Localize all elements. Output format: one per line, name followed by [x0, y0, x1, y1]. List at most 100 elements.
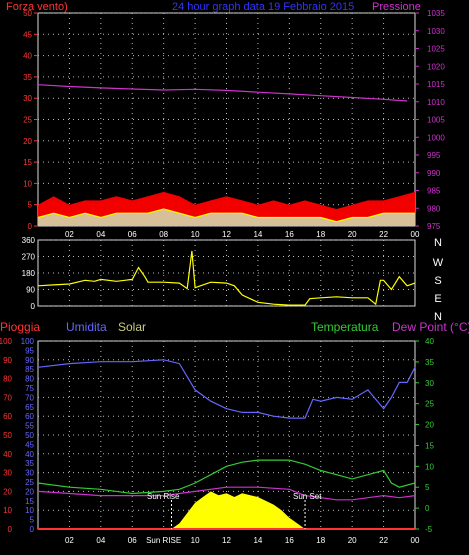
tick-label-wind: 15 [23, 158, 32, 167]
annotation-sun-set: Sun Set [293, 492, 322, 501]
tick-label-hour: 06 [128, 536, 137, 545]
panel3-x-axis: 02 04 06 Sun RISE 10 12 14 16 18 20 22 00 [65, 536, 420, 545]
tick-label-temperature: 40 [425, 337, 434, 346]
tick-label-hour: 02 [65, 230, 74, 239]
tick-label-humidity: 75 [25, 384, 34, 393]
tick-label-hour: 06 [128, 230, 137, 239]
series-dew-point [37, 486, 416, 501]
header-left: Forza vento) [6, 1, 68, 13]
series-wind-direction [37, 250, 416, 306]
panel2-grid [38, 239, 415, 307]
tick-label-humidity: 50 [25, 431, 34, 440]
tick-label-humidity: 40 [25, 450, 34, 459]
tick-label-humidity: 60 [25, 412, 34, 421]
tick-label-rain: 20 [3, 487, 12, 496]
panel1-x-axis: 02 04 06 08 10 12 14 16 18 20 22 00 [65, 230, 420, 239]
tick-label-wind: 45 [23, 30, 32, 39]
tick-label-hour: 16 [285, 536, 294, 545]
tick-label-pressure: 985 [427, 187, 441, 196]
panel1-left-axis: 0 5 10 15 20 25 30 35 40 45 50 [23, 9, 38, 231]
legend-solar: Solar [118, 320, 146, 334]
tick-label-hour: 18 [316, 230, 325, 239]
tick-label-humidity: 25 [25, 478, 34, 487]
tick-label-wind: 25 [23, 116, 32, 125]
tick-label-humidity: 0 [30, 525, 35, 534]
header-center: 24 hour graph data 19 Febbraio 2015 [172, 1, 354, 13]
tick-label-hour: 18 [316, 536, 325, 545]
panel3-temperature-axis: -5 0 5 10 15 20 25 30 35 40 [415, 337, 434, 534]
tick-label-hour: 14 [253, 536, 262, 545]
panel-rain-hum-temp: Pioggia Umidita Solar Temperatura Dew Po… [0, 320, 469, 545]
tick-label-direction: 360 [22, 236, 36, 245]
tick-label-wind: 20 [23, 137, 32, 146]
tick-label-hour: 00 [411, 536, 420, 545]
compass-label: E [434, 293, 441, 305]
tick-label-hour: 20 [348, 536, 357, 545]
tick-label-rain: 70 [3, 393, 12, 402]
tick-label-humidity: 65 [25, 403, 34, 412]
panel1-grid [38, 12, 415, 227]
tick-label-hour: 12 [222, 536, 231, 545]
tick-label-humidity: 90 [25, 356, 34, 365]
tick-label-humidity: 20 [25, 487, 34, 496]
tick-label-pressure: 1015 [427, 80, 445, 89]
tick-label-temperature: 30 [425, 379, 434, 388]
tick-label-temperature: 5 [425, 483, 430, 492]
tick-label-rain: 100 [0, 337, 13, 346]
tick-label-temperature: 10 [425, 462, 434, 471]
tick-label-hour: 04 [96, 230, 105, 239]
tick-label-pressure: 990 [427, 169, 441, 178]
tick-label-pressure: 1030 [427, 27, 445, 36]
panel3-humidity-axis: 0510152025303540455055606570758085909510… [21, 337, 35, 534]
legend-dew-point: Dew Point (°C) [392, 320, 469, 334]
tick-label-direction: 270 [22, 253, 36, 262]
tick-label-humidity: 80 [25, 375, 34, 384]
tick-label-rain: 0 [8, 525, 13, 534]
tick-label-rain: 80 [3, 375, 12, 384]
tick-label-humidity: 95 [25, 346, 34, 355]
tick-label-pressure: 995 [427, 151, 441, 160]
tick-label-hour: 14 [253, 230, 262, 239]
tick-label-rain: 90 [3, 356, 12, 365]
tick-label-rain: 10 [3, 506, 12, 515]
tick-label-pressure: 1005 [427, 116, 445, 125]
tick-label-hour: Sun RISE [146, 536, 181, 545]
compass-label: N [434, 237, 442, 249]
tick-label-temperature: 25 [425, 400, 434, 409]
tick-label-temperature: 20 [425, 421, 434, 430]
series-pressure [37, 84, 408, 102]
panel-wind-pressure: Forza vento) 24 hour graph data 19 Febbr… [6, 1, 445, 239]
tick-label-wind: 30 [23, 94, 32, 103]
panel3-series [37, 359, 416, 530]
tick-label-direction: 0 [31, 302, 36, 311]
legend-temperature: Temperatura [311, 320, 379, 334]
panel2-series [37, 250, 416, 306]
tick-label-rain: 50 [3, 431, 12, 440]
tick-label-pressure: 1025 [427, 45, 445, 54]
tick-label-hour: 10 [191, 230, 200, 239]
tick-label-direction: 90 [26, 286, 35, 295]
tick-label-rain: 30 [3, 469, 12, 478]
compass-label: S [434, 275, 441, 287]
tick-label-hour: 08 [159, 230, 168, 239]
tick-label-pressure: 975 [427, 222, 441, 231]
tick-label-humidity: 30 [25, 469, 34, 478]
tick-label-humidity: 45 [25, 440, 34, 449]
tick-label-hour: 16 [285, 230, 294, 239]
tick-label-hour: 04 [96, 536, 105, 545]
series-wind-avg [37, 208, 415, 223]
tick-label-wind: 10 [23, 179, 32, 188]
tick-label-humidity: 100 [21, 337, 35, 346]
tick-label-pressure: 1020 [427, 62, 445, 71]
panel3-rain-axis: 0 10 20 30 40 50 60 70 80 90 100 [0, 337, 13, 534]
tick-label-hour: 22 [379, 230, 388, 239]
tick-label-humidity: 5 [30, 516, 35, 525]
tick-label-wind: 0 [28, 222, 33, 231]
series-humidity [37, 359, 416, 419]
tick-label-temperature: -5 [425, 525, 433, 534]
tick-label-hour: 20 [348, 230, 357, 239]
tick-label-hour: 00 [411, 230, 420, 239]
